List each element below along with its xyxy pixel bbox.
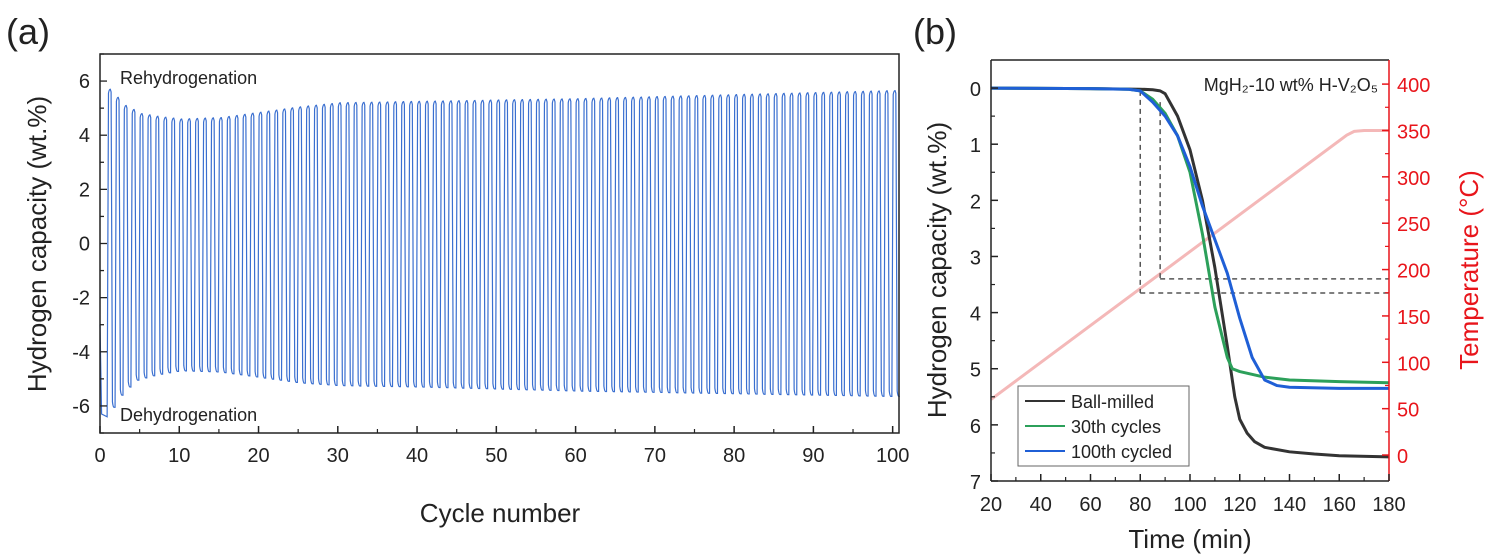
x-tick-label: 20 — [247, 445, 269, 467]
y-tick-label: -2 — [72, 288, 90, 310]
y-tick-label: 4 — [970, 304, 981, 326]
legend-item-30th-cycles: 30th cycles — [1025, 417, 1161, 437]
panel-a-label: (a) — [6, 11, 50, 52]
x-tick-label: 60 — [564, 445, 586, 467]
y2-tick-label: 0 — [1397, 446, 1408, 468]
x-tick-label: 180 — [1372, 494, 1405, 516]
x-tick-label: 50 — [485, 445, 507, 467]
x-tick-label: 100 — [1173, 494, 1206, 516]
panel-a-plot: 0 10 20 30 40 50 60 70 80 90 100 -6 -4 -2 0 2 4 6 — [72, 53, 909, 467]
x-tick-label: 120 — [1223, 494, 1256, 516]
x-tick-label: 140 — [1273, 494, 1306, 516]
legend-label: Ball-milled — [1071, 392, 1154, 412]
panel-b-x-axis-title: Time (min) — [1128, 524, 1251, 554]
rehydrogenation-label: Rehydrogenation — [120, 68, 257, 88]
y-tick-label: 4 — [79, 125, 90, 147]
x-tick-label: 160 — [1323, 494, 1356, 516]
y-tick-label: 0 — [970, 79, 981, 101]
y-tick-label: 0 — [79, 234, 90, 256]
legend-item-ball-milled: Ball-milled — [1025, 392, 1154, 412]
30th-cycles-line — [990, 86, 1390, 385]
y2-tick-label: 150 — [1397, 307, 1430, 329]
y-tick-label: 1 — [970, 135, 981, 157]
y2-tick-label: 50 — [1397, 400, 1419, 422]
x-tick-label: 30 — [327, 445, 349, 467]
y2-tick-label: 300 — [1397, 168, 1430, 190]
panel-b-plot: 20 40 60 80 100 120 140 160 180 0 1 2 3 4 5 6 7 0 50 100 150… — [970, 59, 1430, 516]
y-tick-label: -6 — [72, 396, 90, 418]
x-tick-label: 0 — [94, 445, 105, 467]
x-tick-label: 40 — [406, 445, 428, 467]
x-tick-label: 70 — [644, 445, 666, 467]
x-tick-label: 80 — [723, 445, 745, 467]
y-tick-label: -4 — [72, 342, 90, 364]
legend-label: 100th cycled — [1071, 442, 1172, 462]
x-tick-label: 60 — [1079, 494, 1101, 516]
legend: Ball-milled 30th cycles 100th cycled — [1017, 385, 1190, 467]
panel-b-label: (b) — [913, 11, 957, 52]
100th-cycled-line — [990, 86, 1389, 390]
x-tick-label: 20 — [980, 494, 1002, 516]
legend-item-100th-cycled: 100th cycled — [1025, 442, 1172, 462]
x-tick-label: 10 — [168, 445, 190, 467]
sample-annotation: MgH₂-10 wt% H-V₂O₅ — [1204, 75, 1378, 95]
y-tick-label: 7 — [970, 472, 981, 494]
y-tick-label: 6 — [79, 71, 90, 93]
y-tick-label: 2 — [79, 179, 90, 201]
y-tick-label: 5 — [970, 360, 981, 382]
capacity-cycling-line — [99, 88, 900, 418]
dehydrogenation-label: Dehydrogenation — [120, 405, 257, 425]
panel-b-y-axis-title: Hydrogen capacity (wt.%) — [922, 122, 952, 418]
y2-tick-label: 200 — [1397, 261, 1430, 283]
y-tick-label: 2 — [970, 191, 981, 213]
y-tick-label: 6 — [970, 416, 981, 438]
x-tick-label: 80 — [1129, 494, 1151, 516]
legend-label: 30th cycles — [1071, 417, 1161, 437]
y2-tick-label: 100 — [1397, 353, 1430, 375]
y-tick-label: 3 — [970, 247, 981, 269]
y2-tick-label: 400 — [1397, 75, 1430, 97]
x-tick-label: 40 — [1030, 494, 1052, 516]
panel-a-y-axis-title: Hydrogen capacity (wt.%) — [22, 96, 52, 392]
panel-a-x-axis-title: Cycle number — [420, 498, 581, 528]
y2-tick-label: 250 — [1397, 214, 1430, 236]
y2-tick-label: 350 — [1397, 121, 1430, 143]
temperature-line — [990, 128, 1389, 401]
ball-milled-line — [990, 86, 1390, 459]
x-tick-label: 100 — [876, 445, 909, 467]
panel-b-y2-axis-title: Temperature (°C) — [1454, 170, 1484, 370]
x-tick-label: 90 — [802, 445, 824, 467]
